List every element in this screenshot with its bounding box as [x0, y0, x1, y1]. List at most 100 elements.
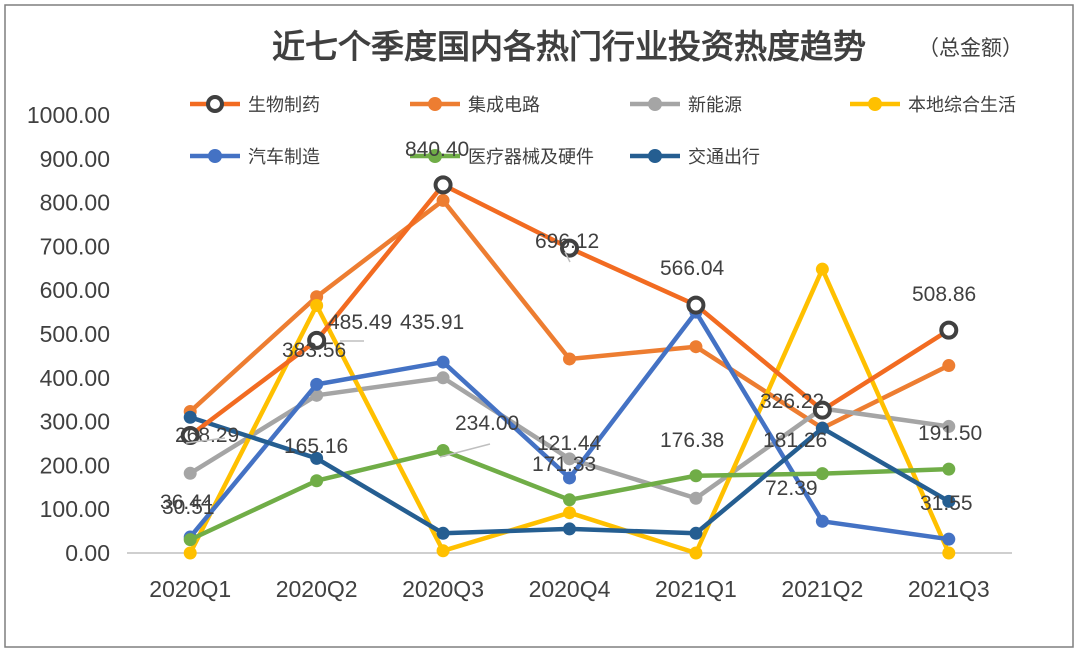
- data-label: 181.26: [763, 429, 827, 452]
- data-point: [689, 491, 703, 505]
- data-point: [689, 526, 703, 540]
- data-point: [812, 400, 832, 420]
- data-point: [310, 451, 324, 465]
- data-label: 485.49: [328, 311, 392, 334]
- legend-marker: [208, 149, 222, 163]
- legend-marker: [206, 95, 224, 113]
- legend-label: 本地综合生活: [908, 95, 1016, 116]
- y-tick-label: 600.00: [40, 277, 110, 303]
- data-point: [310, 377, 324, 391]
- x-tick-label: 2020Q3: [402, 576, 484, 602]
- data-point: [689, 546, 703, 560]
- series-4: [183, 262, 956, 560]
- legend-label: 汽车制造: [248, 147, 320, 168]
- leader-line: [439, 443, 491, 458]
- data-point: [686, 295, 706, 315]
- chart-title: 近七个季度国内各热门行业投资热度趋势: [272, 27, 866, 66]
- x-tick-label: 2020Q2: [276, 576, 358, 602]
- data-point: [563, 493, 576, 507]
- y-tick-label: 500.00: [40, 321, 110, 347]
- chart-frame: [4, 4, 1074, 648]
- data-point: [563, 522, 576, 536]
- data-point: [942, 419, 956, 433]
- data-label: 840.40: [405, 138, 469, 161]
- data-label: 268.29: [175, 424, 239, 447]
- data-point: [183, 533, 197, 547]
- legend-marker: [868, 97, 882, 111]
- legend-marker: [648, 149, 662, 163]
- data-point: [563, 352, 576, 366]
- legend-item: 新能源: [630, 95, 742, 116]
- y-tick-label: 100.00: [40, 496, 110, 522]
- y-tick-label: 300.00: [40, 409, 110, 435]
- data-point: [942, 532, 956, 546]
- y-tick-label: 200.00: [40, 452, 110, 478]
- data-point: [433, 175, 453, 195]
- legend-item: 本地综合生活: [850, 95, 1016, 116]
- data-point: [310, 388, 324, 402]
- data-point: [939, 320, 959, 340]
- legend-item: 医疗器械及硬件: [410, 147, 594, 168]
- data-point: [310, 299, 324, 313]
- data-point: [942, 359, 956, 373]
- axes: 0.00 100.00 200.00 300.00 400.00 500.00 600.00…: [27, 102, 1012, 602]
- series-layer: [180, 175, 959, 560]
- y-tick-label: 0.00: [65, 540, 110, 566]
- data-point: [942, 462, 956, 476]
- data-label: 30.51: [162, 496, 215, 519]
- x-tick-label: 2020Q1: [149, 576, 231, 602]
- data-label: 176.38: [660, 429, 724, 452]
- data-point: [436, 444, 450, 458]
- data-point: [563, 506, 576, 520]
- y-tick-label: 700.00: [40, 233, 110, 259]
- data-label: 508.86: [912, 283, 976, 306]
- data-point: [436, 355, 450, 369]
- x-tick-label: 2021Q2: [781, 576, 863, 602]
- series-6: [183, 444, 956, 547]
- data-point: [689, 340, 703, 354]
- legend-label: 新能源: [688, 95, 742, 116]
- data-point: [942, 546, 956, 560]
- y-tick-label: 900.00: [40, 146, 110, 172]
- data-point: [436, 544, 450, 558]
- data-point: [815, 514, 829, 528]
- chart-subtitle: （总金额）: [918, 36, 1023, 60]
- data-label: 121.44: [537, 432, 602, 455]
- legend-marker: [428, 97, 442, 111]
- x-tick-label: 2021Q3: [908, 576, 990, 602]
- data-point: [815, 467, 829, 481]
- data-label: 326.22: [760, 390, 824, 413]
- y-tick-label: 400.00: [40, 365, 110, 391]
- data-label: 234.00: [455, 412, 519, 435]
- data-label: 191.50: [918, 422, 982, 445]
- legend-item: 集成电路: [410, 95, 540, 116]
- data-point: [563, 452, 576, 466]
- data-point: [183, 410, 197, 424]
- data-label: 72.39: [765, 477, 818, 500]
- data-point: [436, 371, 450, 385]
- y-tick-label: 1000.00: [27, 102, 110, 128]
- leader-line: [185, 437, 226, 444]
- data-point: [307, 330, 327, 350]
- data-point: [689, 469, 703, 483]
- leader-line: [564, 251, 571, 263]
- data-label: 383.56: [282, 339, 346, 362]
- legend-label: 交通出行: [688, 147, 760, 168]
- legend-item: 交通出行: [630, 147, 760, 168]
- data-point: [183, 546, 197, 560]
- data-label: 31.55: [920, 492, 973, 515]
- legend-marker: [648, 97, 662, 111]
- data-label: 435.91: [400, 311, 464, 334]
- series-7: [183, 410, 956, 540]
- data-point: [310, 474, 324, 488]
- data-point: [436, 526, 450, 540]
- y-tick-label: 800.00: [40, 190, 110, 216]
- data-point: [815, 421, 829, 435]
- legend-label: 医疗器械及硬件: [468, 147, 594, 168]
- legend-label: 集成电路: [468, 95, 540, 116]
- data-label: 566.04: [660, 257, 725, 280]
- legend-item: 汽车制造: [190, 147, 320, 168]
